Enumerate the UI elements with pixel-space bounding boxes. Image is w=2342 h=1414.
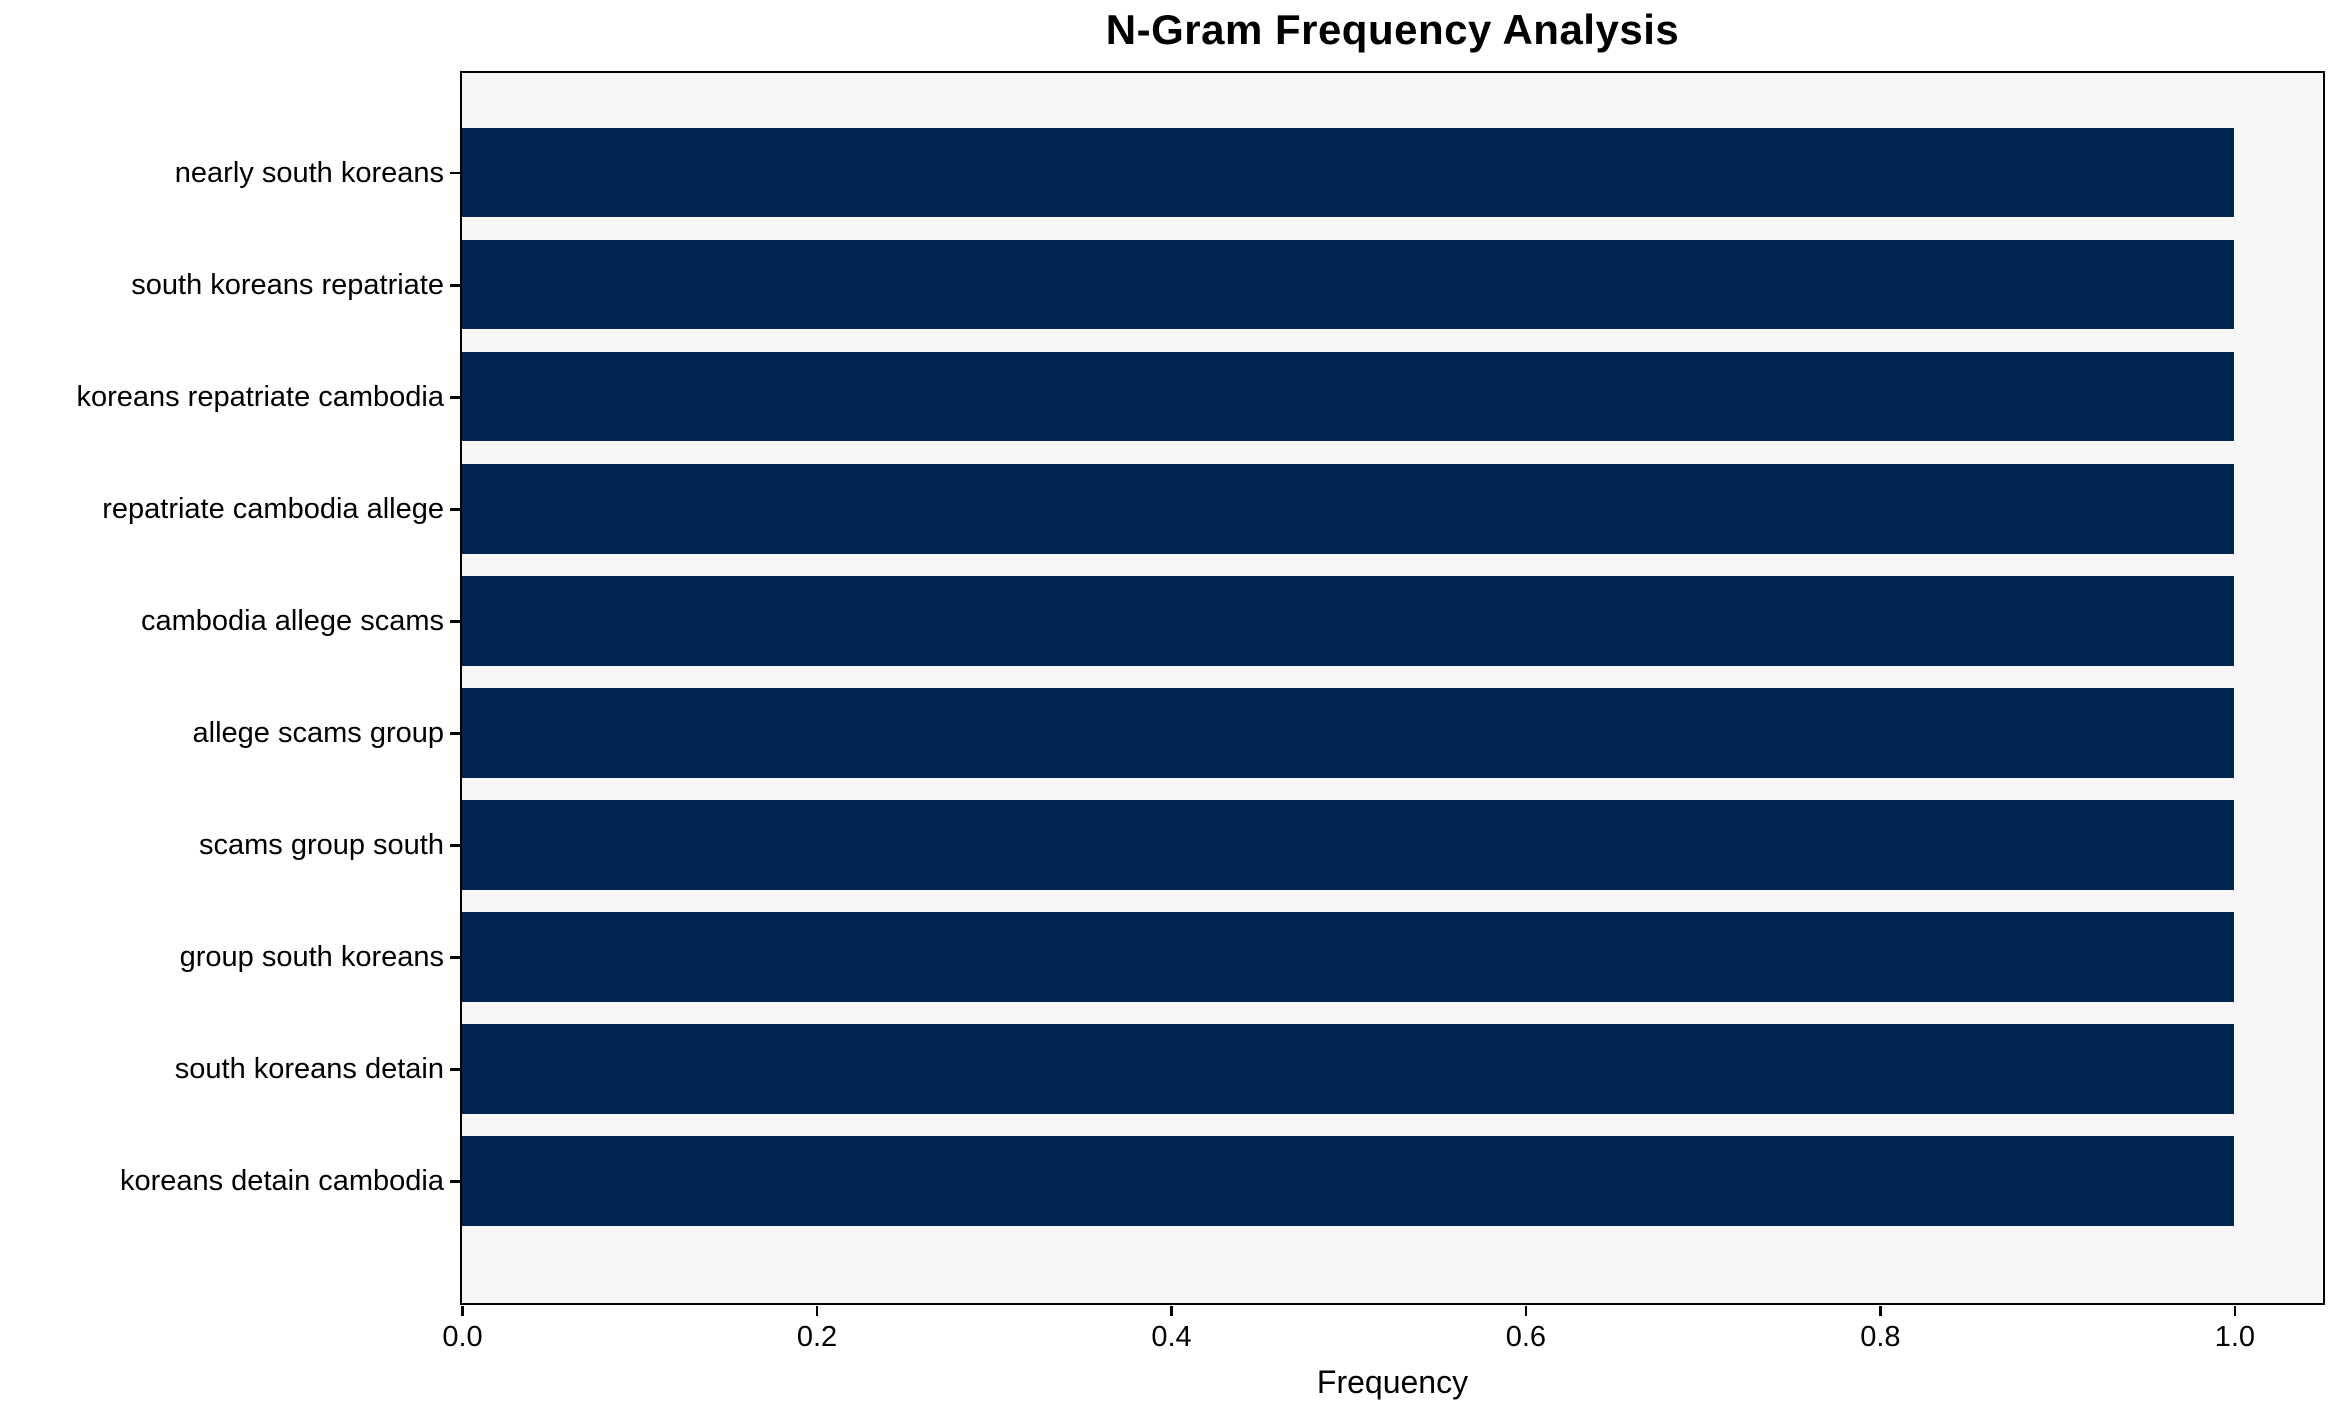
- x-tick-label: 0.2: [796, 1321, 838, 1353]
- y-tick-mark: [449, 284, 461, 287]
- plot-area: [460, 71, 2325, 1305]
- bar: [462, 464, 2235, 554]
- x-tick-mark: [815, 1306, 819, 1316]
- x-tick-label: 0.4: [1151, 1321, 1192, 1353]
- y-tick-label: south koreans detain: [174, 1053, 444, 1086]
- y-tick-mark: [449, 1068, 461, 1071]
- y-tick-mark: [449, 732, 461, 735]
- bar: [462, 800, 2235, 890]
- bar: [462, 688, 2235, 778]
- y-tick-label: scams group south: [198, 829, 444, 862]
- x-tick-mark: [1879, 1306, 1882, 1316]
- y-tick-mark: [449, 620, 461, 623]
- x-tick-mark: [1170, 1306, 1173, 1316]
- y-tick-mark: [449, 171, 461, 175]
- y-tick-label: allege scams group: [192, 717, 444, 750]
- y-tick-mark: [449, 956, 461, 959]
- x-tick-label: 0.0: [442, 1321, 483, 1353]
- bar: [462, 239, 2235, 330]
- y-tick-mark: [449, 1180, 461, 1183]
- y-tick-label: koreans repatriate cambodia: [76, 381, 444, 414]
- chart-title: N-Gram Frequency Analysis: [1105, 6, 1680, 53]
- x-tick-label: 0.8: [1860, 1321, 1901, 1353]
- bar: [462, 912, 2235, 1002]
- y-tick-label: cambodia allege scams: [140, 605, 444, 638]
- y-tick-label: group south koreans: [179, 941, 444, 974]
- x-tick-mark: [2233, 1306, 2237, 1316]
- bar: [462, 576, 2235, 666]
- y-tick-label: repatriate cambodia allege: [102, 493, 444, 526]
- y-tick-mark: [449, 508, 461, 511]
- y-tick-mark: [449, 396, 461, 399]
- x-tick-label: 1.0: [2214, 1321, 2256, 1353]
- x-tick-label: 0.6: [1505, 1321, 1547, 1353]
- y-tick-label: nearly south koreans: [174, 157, 444, 190]
- bar: [462, 1024, 2235, 1114]
- x-tick-mark: [1524, 1306, 1528, 1316]
- y-tick-label: koreans detain cambodia: [119, 1165, 444, 1198]
- x-axis-label: Frequency: [1316, 1364, 1469, 1400]
- bar: [462, 127, 2235, 218]
- y-tick-label: south koreans repatriate: [131, 269, 444, 302]
- x-tick-mark: [461, 1306, 464, 1316]
- y-tick-mark: [449, 844, 461, 847]
- bar: [462, 351, 2235, 442]
- bar: [462, 1136, 2235, 1226]
